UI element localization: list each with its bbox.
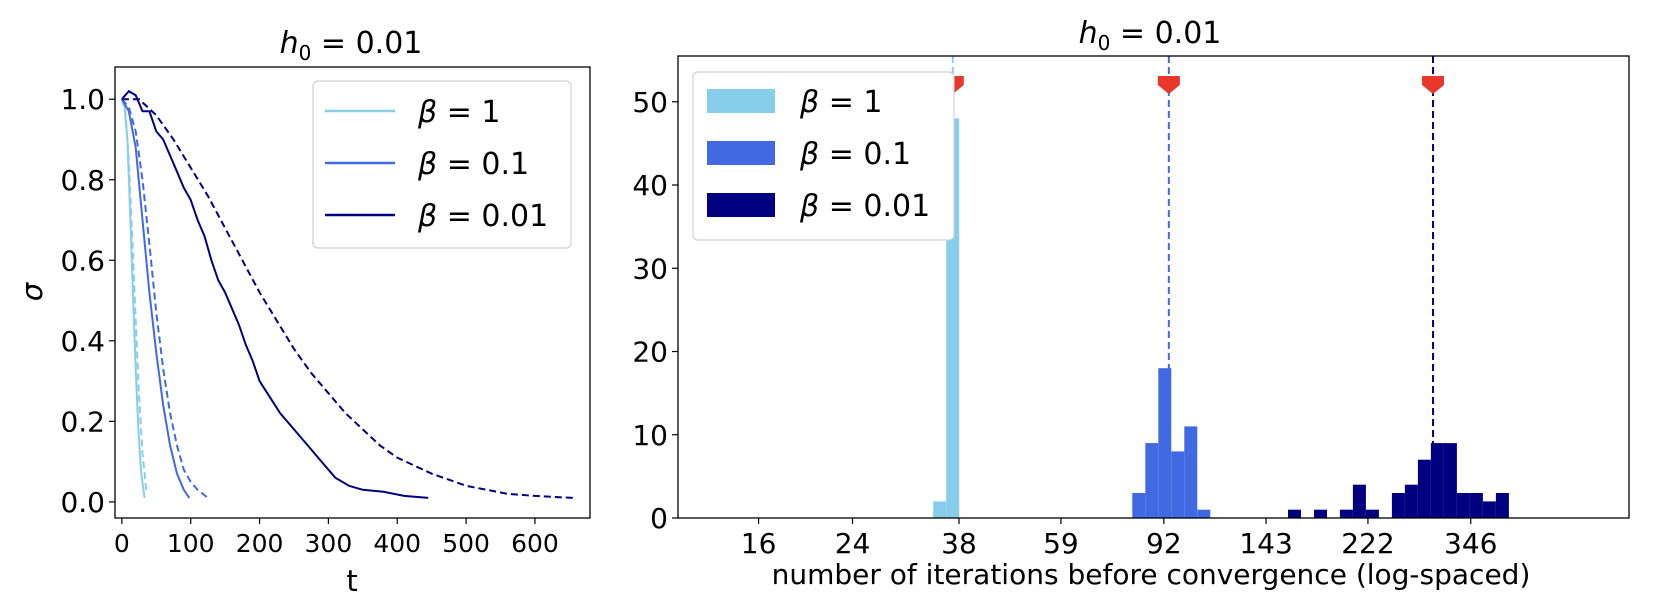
histogram-bar-0-01 [1404,484,1418,518]
y-tick-label: 0.2 [60,405,105,438]
x-tick-label: 0 [114,529,130,558]
histogram-bar-0-1 [1184,426,1198,518]
y-tick-label: 40 [632,169,668,202]
x-tick-label: 24 [835,527,871,560]
series-line-0-01-theory [121,98,573,499]
histogram-bar-0-1 [1197,509,1211,518]
left-x-ticks: 0 100 200 300 400 500 600 [114,518,559,558]
histogram-bar-0-1 [1145,443,1159,518]
left-axes-frame [114,66,591,519]
x-tick-label: 92 [1146,527,1182,560]
x-tick-label: 143 [1239,527,1292,560]
x-tick-label: 500 [442,529,490,558]
histogram-bar-0-01 [1391,493,1405,518]
legend-swatch [707,89,775,113]
y-tick-label: 1.0 [60,83,105,116]
x-tick-label: 100 [167,529,215,558]
line-chart-sigma-vs-t: h0 = 0.01 0 100 200 300 400 500 600 0.00.20.40… [15,26,591,598]
histogram-bar-0-01 [1314,509,1327,518]
series-line-0-01 [121,89,429,499]
right-chart-title: h0 = 0.01 [1079,16,1222,55]
y-tick-label: 0.0 [60,486,105,519]
histogram-bar-0-01 [1365,509,1379,518]
left-legend: β = 1 β = 0.1 β = 0.01 [312,80,572,249]
y-tick-label: 0.4 [60,325,105,358]
x-tick-label: 200 [236,529,284,558]
histogram-bar-0-01 [1430,443,1444,518]
y-tick-label: 50 [632,86,668,119]
histogram-bar-0-01 [1482,501,1496,518]
right-y-ticks: 0 10 20 30 40 50 [632,86,678,535]
histogram-bar-0-01 [1288,509,1301,518]
legend-label: β = 0.1 [417,147,529,182]
x-tick-label: 38 [941,527,977,560]
histogram-bar-0-01 [1443,443,1457,518]
x-tick-label: 300 [305,529,353,558]
series-line-0-1 [121,98,191,499]
x-tick-label: 400 [373,529,421,558]
mean-marker-0-1 [1157,76,1180,94]
legend-label: β = 0.01 [799,189,930,224]
left-chart-title: h0 = 0.01 [280,26,423,65]
mean-marker-0-01 [1422,76,1445,94]
histogram-bar-0-01 [1352,484,1366,518]
series-line-1 [120,98,146,499]
legend-label: β = 0.1 [799,137,911,172]
right-x-axis-label: number of iterations before convergence … [772,558,1531,591]
histogram-bar-0-01 [1456,493,1470,518]
y-tick-label: 10 [632,419,668,452]
legend-box [312,80,572,249]
x-tick-label: 346 [1444,527,1497,560]
histogram-bar-0-01 [1339,509,1353,518]
y-tick-label: 0.6 [60,244,105,277]
left-x-axis-label: t [346,564,357,598]
legend-label: β = 0.01 [417,199,548,234]
x-tick-label: 16 [741,527,777,560]
left-y-axis-label: σ [15,281,49,301]
histogram-iterations: h0 = 0.01 16 24 38 59 92 143 222 346 0 10 20 30 40 5… [632,16,1630,591]
legend-label: β = 1 [417,95,500,130]
histogram-bar-0-1 [1132,493,1146,518]
left-plot-area [120,89,573,499]
histogram-bar-0-01 [1495,493,1509,518]
histogram-bar-0-1 [1171,451,1185,518]
histogram-bar-1 [933,501,947,518]
right-legend: β = 1 β = 0.1 β = 0.01 [692,71,955,241]
left-y-ticks: 0.0 0.2 0.4 0.6 0.8 1.0 [60,83,115,519]
legend-swatch [707,141,775,165]
histogram-bar-0-01 [1469,493,1483,518]
x-tick-label: 59 [1043,527,1079,560]
legend-label: β = 1 [799,85,882,120]
legend-swatch [707,193,775,217]
y-tick-label: 30 [632,252,668,285]
right-axes-frame [677,55,1630,519]
histogram-bar-0-01 [1417,459,1431,518]
right-x-ticks: 16 24 38 59 92 143 222 346 [741,518,1497,560]
series-line-1-theory [120,98,148,494]
series-line-0-1-theory [121,98,209,499]
x-tick-label: 600 [511,529,559,558]
x-tick-label: 222 [1341,527,1394,560]
y-tick-label: 0.8 [60,164,105,197]
y-tick-label: 20 [632,336,668,369]
right-plot-area [933,56,1509,519]
y-tick-label: 0 [650,502,668,535]
